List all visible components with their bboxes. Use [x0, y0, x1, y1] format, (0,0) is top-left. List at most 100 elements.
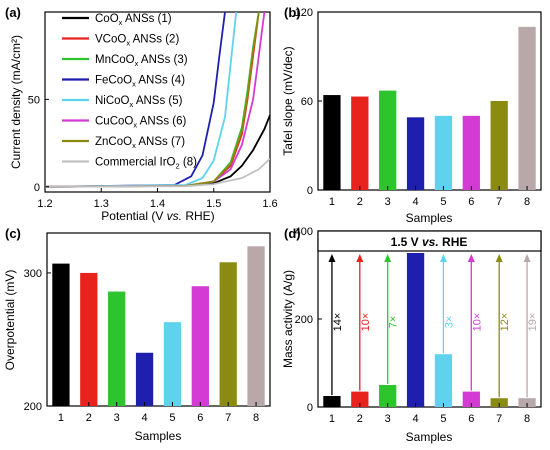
bar-1: [323, 95, 341, 190]
panel-a-xtick-label: 1.4: [150, 198, 165, 210]
bar-8: [518, 398, 536, 407]
panel-d-xtick-label: 1: [329, 413, 335, 425]
panel-a-ylabel: Current density (mA/cm²): [9, 35, 23, 169]
panel-c-xtick-label: 2: [86, 412, 92, 424]
enhancement-label-7: 12×: [499, 313, 511, 332]
panel-b-label: (b): [284, 5, 301, 20]
panel-b-ylabel: Tafel slope (mV/dec): [281, 46, 295, 155]
panel-c-xlabel: Samples: [135, 429, 182, 443]
panel-d-ytick-label: 200: [295, 314, 313, 326]
bar-3: [108, 291, 126, 406]
panel-d-xlabel: Samples: [406, 430, 453, 444]
panel-d-xtick-label: 4: [413, 413, 419, 425]
panel-c-xtick-label: 3: [114, 412, 120, 424]
panel-c: (c) 1 2 3 4 5 6 7 8 200 300 Samples Overpotential…: [3, 226, 271, 443]
panel-b-xtick-label: 7: [496, 196, 502, 208]
legend-entry-4: FeCoOx ANSs (4): [95, 75, 185, 89]
legend-entry-name: CoO: [95, 13, 119, 25]
panel-d-band: [317, 230, 542, 252]
panel-a-xtick-label: 1.3: [94, 198, 109, 210]
bar-7: [490, 101, 508, 190]
arrow-head-8: [523, 254, 531, 262]
panel-d-ticks: 1 2 3 4 5 6 7 8 0 200 400: [295, 226, 530, 425]
legend-entry-tail: ANSs (7): [136, 136, 185, 148]
legend-entry-tail: ANSs (6): [137, 116, 186, 128]
bar-4: [135, 352, 154, 406]
panel-c-ylabel: Overpotential (mV): [3, 270, 17, 371]
bar-3: [379, 90, 397, 190]
arrow-head-5: [439, 254, 447, 262]
legend-entry-8: Commercial IrO2 (8): [95, 157, 197, 171]
bar-5: [434, 115, 453, 190]
arrow-head-2: [356, 254, 364, 262]
panel-a-ticks: 1.2 1.3 1.4 1.5 1.6 0 50: [28, 94, 278, 210]
panel-d-label: (d): [284, 226, 301, 241]
bar-4: [406, 253, 425, 407]
panel-b-xtick-label: 4: [413, 196, 419, 208]
enhancement-label-2: 10×: [360, 313, 372, 332]
enhancement-label-6: 10×: [471, 313, 483, 332]
bar-2: [351, 391, 369, 407]
panel-d-bars: 14× 10× 7× 3× 10× 12× 19×: [323, 253, 539, 407]
panel-a-curves: [45, 12, 270, 188]
series-line-8: [45, 158, 270, 188]
panel-c-label: (c): [5, 226, 21, 241]
legend-entry-tail: ANSs (1): [122, 13, 171, 25]
bar-8: [247, 246, 265, 406]
enhancement-label-5: 3×: [443, 316, 455, 329]
panel-c-ytick-label: 200: [24, 401, 42, 413]
panel-a-legend: CoOx ANSs (1)VCoOx ANSs (2)MnCoOx ANSs (…: [62, 13, 197, 171]
panel-b-xtick-label: 1: [329, 196, 335, 208]
panel-c-xtick-label: 7: [225, 412, 231, 424]
panel-b-ytick-label: 60: [301, 96, 313, 108]
legend-entry-name: MnCoO: [95, 54, 135, 66]
panel-d-band-label: 1.5 V vs. RHE: [391, 235, 468, 249]
panel-b-ytick-label: 0: [307, 185, 313, 197]
enhancement-label-8: 19×: [527, 313, 539, 332]
panel-c-xtick-label: 1: [58, 412, 64, 424]
panel-c-xtick-label: 4: [142, 412, 148, 424]
panel-b-xtick-label: 3: [385, 196, 391, 208]
legend-entry-tail: ANSs (5): [133, 95, 182, 107]
arrow-head-1: [328, 254, 336, 262]
panel-c-bars: [52, 246, 265, 406]
arrow-head-6: [467, 254, 475, 262]
bar-6: [191, 286, 209, 406]
legend-entry-tail: ANSs (2): [130, 34, 179, 46]
legend-entry-subscript: 2: [176, 162, 180, 171]
bar-8: [518, 26, 536, 191]
legend-entry-name: NiCoO: [95, 95, 130, 107]
panel-d-xtick-label: 2: [357, 413, 363, 425]
bar-7: [219, 262, 237, 406]
bar-3: [379, 385, 397, 407]
legend-entry-1: CoOx ANSs (1): [95, 13, 172, 27]
panel-b-xtick-label: 5: [440, 196, 446, 208]
legend-entry-subscript: x: [119, 18, 123, 27]
legend-entry-subscript: x: [135, 59, 139, 68]
bar-2: [351, 96, 369, 190]
legend-entry-subscript: x: [132, 80, 136, 89]
legend-entry-7: ZnCoOx ANSs (7): [95, 136, 185, 150]
panel-a-ytick-label: 0: [34, 182, 40, 194]
panel-b-ticks: 1 2 3 4 5 6 7 8 0 60 120: [295, 7, 530, 208]
legend-entry-tail: (8): [180, 157, 197, 169]
bar-5: [163, 322, 182, 406]
panel-a-xtick-label: 1.6: [262, 198, 277, 210]
legend-entry-name: FeCoO: [95, 75, 132, 87]
bar-5: [434, 354, 453, 407]
panel-c-ytick-label: 300: [24, 268, 42, 280]
bar-7: [490, 398, 508, 407]
panel-a-xtick-label: 1.5: [206, 198, 221, 210]
panel-c-xtick-label: 5: [169, 412, 175, 424]
bar-4: [406, 117, 425, 190]
legend-entry-subscript: x: [133, 121, 137, 130]
legend-entry-name: CuCoO: [95, 116, 133, 128]
panel-d-xtick-label: 7: [496, 413, 502, 425]
bar-2: [80, 272, 98, 406]
panel-d-xtick-label: 5: [440, 413, 446, 425]
arrow-head-7: [495, 254, 503, 262]
panel-d-xtick-label: 6: [468, 413, 474, 425]
panel-a-ytick-label: 50: [28, 94, 40, 106]
